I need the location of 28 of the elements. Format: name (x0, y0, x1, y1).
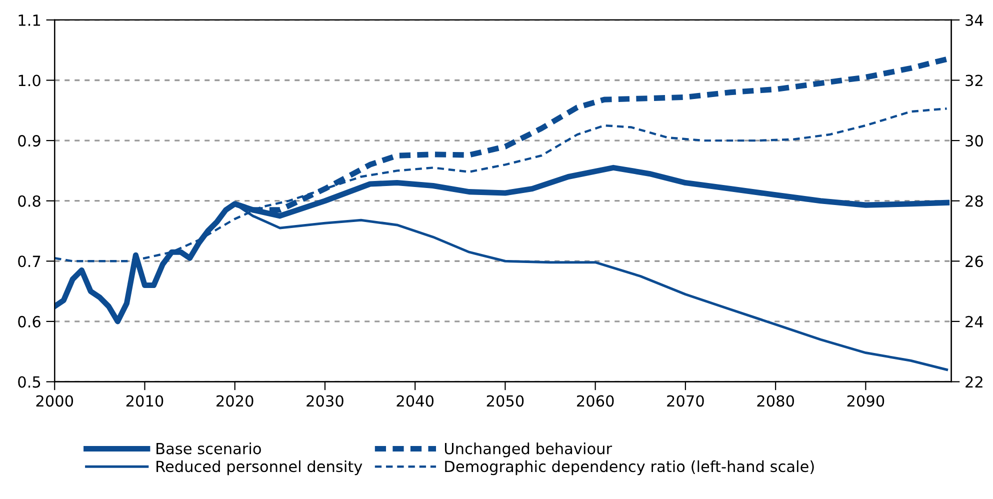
x-tick-label: 2030 (306, 395, 344, 407)
legend-label: Base scenario (156, 442, 261, 454)
y-tick-label: 0.6 (18, 316, 40, 328)
y2-tick-label: 26 (966, 256, 983, 268)
y2-tick-label: 28 (966, 195, 983, 207)
y-tick-label: 0.9 (18, 135, 40, 147)
legend-label: Reduced personnel density (156, 460, 362, 476)
x-tick-label: 2040 (396, 395, 434, 407)
y-tick-label: 1.1 (18, 14, 40, 26)
y-tick-label: 0.7 (18, 256, 40, 268)
y-tick-label: 1.0 (18, 74, 40, 86)
y2-tick-label: 32 (966, 74, 982, 86)
legend-label: Unchanged behaviour (444, 442, 612, 458)
y2-tick-label: 30 (966, 135, 983, 147)
x-tick-label: 2080 (757, 395, 794, 407)
y-tick-label: 0.5 (18, 376, 40, 388)
x-tick-label: 2060 (577, 395, 614, 407)
x-tick-label: 2000 (36, 395, 74, 407)
x-tick-label: 2070 (667, 395, 704, 407)
x-tick-label: 2050 (486, 395, 524, 407)
x-tick-label: 2090 (847, 395, 884, 407)
x-tick-label: 2020 (216, 395, 254, 407)
x-tick-label: 2010 (126, 395, 164, 407)
y-tick-label: 0.8 (18, 195, 40, 207)
y2-tick-label: 34 (966, 14, 984, 26)
legend-label: Demographic dependency ratio (left-hand scale) (445, 460, 814, 476)
y2-tick-label: 24 (966, 316, 984, 328)
y2-tick-label: 22 (966, 376, 982, 388)
